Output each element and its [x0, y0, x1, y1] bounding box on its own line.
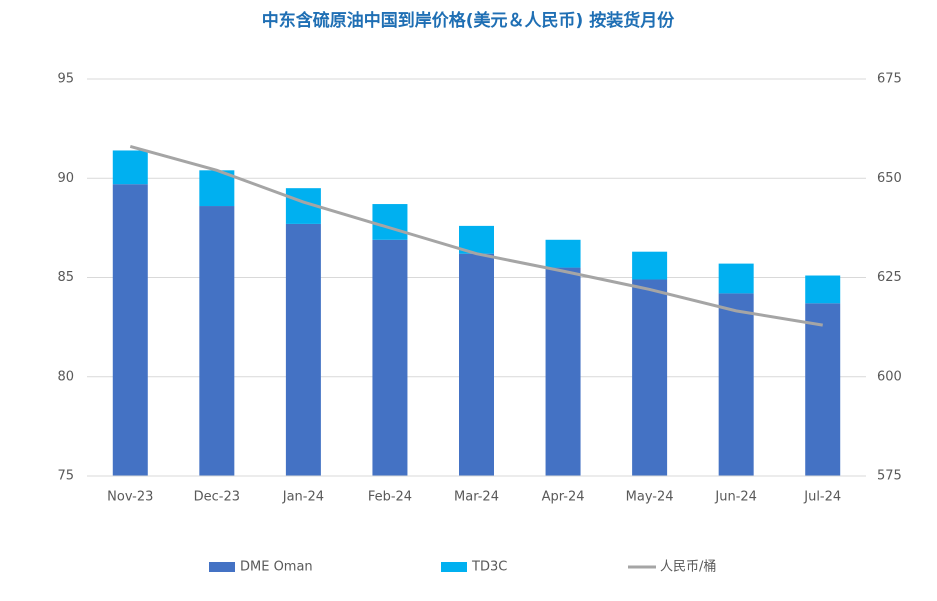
x-tick-label: Dec-23 [194, 490, 240, 505]
bar [718, 293, 754, 476]
chart-title: 中东含硫原油中国到岸价格(美元＆人民币) 按装货月份 [262, 10, 675, 31]
bar [805, 303, 841, 476]
legend-swatch [209, 562, 235, 572]
y2-tick-label: 575 [877, 469, 902, 484]
bar [199, 170, 235, 207]
y-tick-label: 85 [57, 270, 74, 285]
x-tick-label: Jun-24 [714, 490, 757, 505]
x-tick-label: Apr-24 [542, 490, 585, 505]
bar [285, 223, 321, 476]
y-tick-label: 90 [57, 171, 74, 186]
bar [632, 251, 668, 280]
x-tick-label: Jul-24 [803, 490, 841, 505]
bar [718, 263, 754, 294]
bar [372, 204, 408, 240]
y-tick-label: 80 [57, 369, 74, 384]
y2-tick-label: 600 [877, 369, 902, 384]
bar [199, 206, 235, 477]
bar [545, 267, 581, 476]
bar [112, 150, 148, 185]
x-tick-label: Nov-23 [107, 490, 153, 505]
legend-label: 人民币/桶 [660, 560, 716, 575]
bar [372, 239, 408, 476]
x-tick-label: May-24 [626, 490, 674, 505]
y2-tick-label: 625 [877, 270, 902, 285]
y2-tick-label: 650 [877, 171, 902, 186]
bar [805, 275, 841, 304]
x-tick-label: Feb-24 [368, 490, 412, 505]
bar [545, 239, 581, 268]
bar [632, 279, 668, 476]
bar [459, 253, 494, 476]
x-tick-label: Mar-24 [454, 490, 499, 505]
line [129, 145, 823, 327]
y-tick-label: 75 [57, 469, 74, 484]
x-tick-label: Jan-24 [282, 490, 324, 505]
y2-tick-label: 675 [877, 72, 902, 87]
legend-swatch [441, 562, 467, 572]
bar [112, 184, 148, 476]
legend-label: TD3C [471, 560, 507, 575]
y-tick-label: 95 [57, 72, 74, 87]
legend-label: DME Oman [240, 560, 313, 575]
